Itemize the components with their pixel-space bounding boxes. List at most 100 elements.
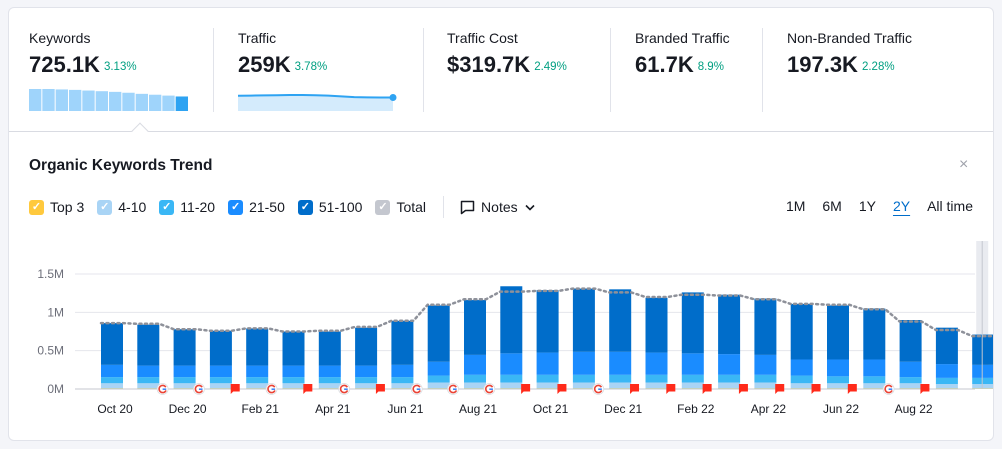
checkbox-icon[interactable]: ✓	[375, 199, 391, 215]
bar-segment	[464, 354, 486, 375]
metric-label: Traffic Cost	[447, 30, 518, 46]
close-icon[interactable]: ×	[959, 156, 969, 173]
bar-segment	[101, 377, 123, 384]
flag-shape	[920, 384, 930, 394]
sparkline-bar	[149, 94, 162, 111]
bar-segment	[391, 383, 414, 389]
sparkline-bar	[29, 89, 42, 111]
bar-segment	[863, 359, 886, 377]
flag-shape	[303, 384, 313, 394]
bar-segment	[645, 352, 668, 375]
bar-segment	[246, 328, 269, 366]
bar-segment	[681, 292, 704, 354]
bar-segment	[318, 383, 341, 389]
sparkline-bar	[82, 90, 95, 111]
bar-segment	[572, 288, 595, 352]
bar-segment	[572, 351, 595, 375]
bar-segment	[318, 331, 341, 366]
note-flag-icon	[738, 384, 748, 394]
bar-segment	[899, 320, 922, 362]
bar-segment	[137, 324, 160, 366]
metric-traffic-cost[interactable]: Traffic Cost $319.7K 2.49%	[447, 8, 607, 118]
bar-segment	[500, 374, 523, 383]
bar-segment	[101, 383, 123, 389]
legend-21-50[interactable]: ✓ 21-50	[228, 199, 285, 215]
bar-segment	[754, 354, 777, 375]
metric-value: $319.7K 2.49%	[447, 52, 567, 77]
legend-total[interactable]: ✓ Total	[375, 199, 426, 215]
legend-11-20[interactable]: ✓ 11-20	[159, 199, 215, 215]
flag-shape	[702, 384, 712, 394]
x-tick-label: Oct 21	[533, 402, 569, 416]
sparkline-bar	[122, 92, 135, 111]
bar-segment	[609, 351, 632, 375]
google-icon-arc	[194, 384, 204, 394]
bar-segment	[863, 308, 886, 360]
sparkline-dot	[389, 94, 397, 102]
google-icon-arc	[339, 384, 349, 394]
range-1m[interactable]: 1M	[785, 198, 806, 214]
divider	[443, 196, 445, 218]
legend-top-3[interactable]: ✓ Top 3	[29, 199, 84, 215]
legend-label: 51-100	[318, 199, 363, 215]
sparkline-bar	[55, 89, 68, 111]
bar-segment	[355, 327, 378, 366]
bar-segment	[427, 382, 450, 389]
panel-title: Organic Keywords Trend	[29, 157, 213, 174]
bar-segment	[500, 353, 523, 375]
range-1y[interactable]: 1Y	[858, 198, 876, 214]
bar-segment	[391, 364, 414, 378]
bar-segment	[935, 327, 958, 365]
bar-segment	[464, 374, 486, 383]
note-flag-icon	[303, 384, 313, 394]
bar-segment	[282, 365, 305, 378]
x-tick-label: Jun 21	[387, 402, 423, 416]
bar-segment	[645, 297, 668, 353]
notes-dropdown[interactable]: Notes	[460, 199, 541, 215]
legend-51-100[interactable]: ✓ 51-100	[297, 199, 363, 215]
flag-shape	[847, 384, 857, 394]
bar-segment	[246, 365, 269, 378]
bar-segment	[899, 377, 922, 384]
bar-segment	[790, 359, 813, 376]
bar-segment	[827, 376, 849, 384]
sparkline-area	[238, 95, 393, 111]
google-icon-arc	[593, 384, 603, 394]
metric-branded-traffic[interactable]: Branded Traffic 61.7K 8.9%	[635, 8, 760, 118]
google-update-icon	[410, 383, 423, 395]
sparkline-bar	[95, 91, 108, 111]
metric-non-branded-traffic[interactable]: Non-Branded Traffic 197.3K 2.28%	[787, 8, 977, 118]
bar-segment	[790, 383, 813, 389]
range-6m[interactable]: 6M	[822, 198, 842, 214]
sparkline-bar	[135, 93, 148, 111]
checkbox-icon[interactable]: ✓	[29, 199, 44, 215]
legend-label: Top 3	[50, 199, 85, 215]
flag-shape	[230, 384, 240, 394]
metric-traffic[interactable]: Traffic 259K 3.78%	[238, 8, 408, 118]
metric-keywords[interactable]: Keywords 725.1K 3.13%	[29, 8, 209, 118]
google-update-icon	[592, 383, 605, 395]
notes-label: Notes	[481, 199, 518, 215]
google-icon-arc	[485, 384, 494, 394]
range-2y[interactable]: 2Y	[892, 198, 911, 214]
checkbox-icon[interactable]: ✓	[159, 199, 175, 215]
bar-segment	[681, 382, 704, 389]
bar-segment	[282, 383, 305, 389]
bar-segment	[173, 329, 196, 366]
bar-segment	[827, 305, 849, 360]
bar-segment	[209, 377, 232, 384]
bar-segment	[572, 382, 595, 389]
range-all-time[interactable]: All time	[927, 198, 973, 214]
flag-shape	[630, 384, 640, 394]
legend-4-10[interactable]: ✓ 4-10	[97, 199, 146, 215]
bar-segment	[464, 382, 486, 389]
bar-segment	[718, 294, 741, 355]
google-icon-arc	[267, 384, 276, 394]
metric-change: 2.28%	[861, 61, 895, 73]
checkbox-icon[interactable]: ✓	[297, 199, 313, 215]
checkbox-icon[interactable]: ✓	[228, 199, 244, 215]
bar-segment	[863, 376, 886, 384]
checkbox-icon[interactable]: ✓	[97, 199, 113, 215]
sparkline-bar	[69, 89, 82, 111]
metric-change: 2.49%	[534, 61, 567, 73]
